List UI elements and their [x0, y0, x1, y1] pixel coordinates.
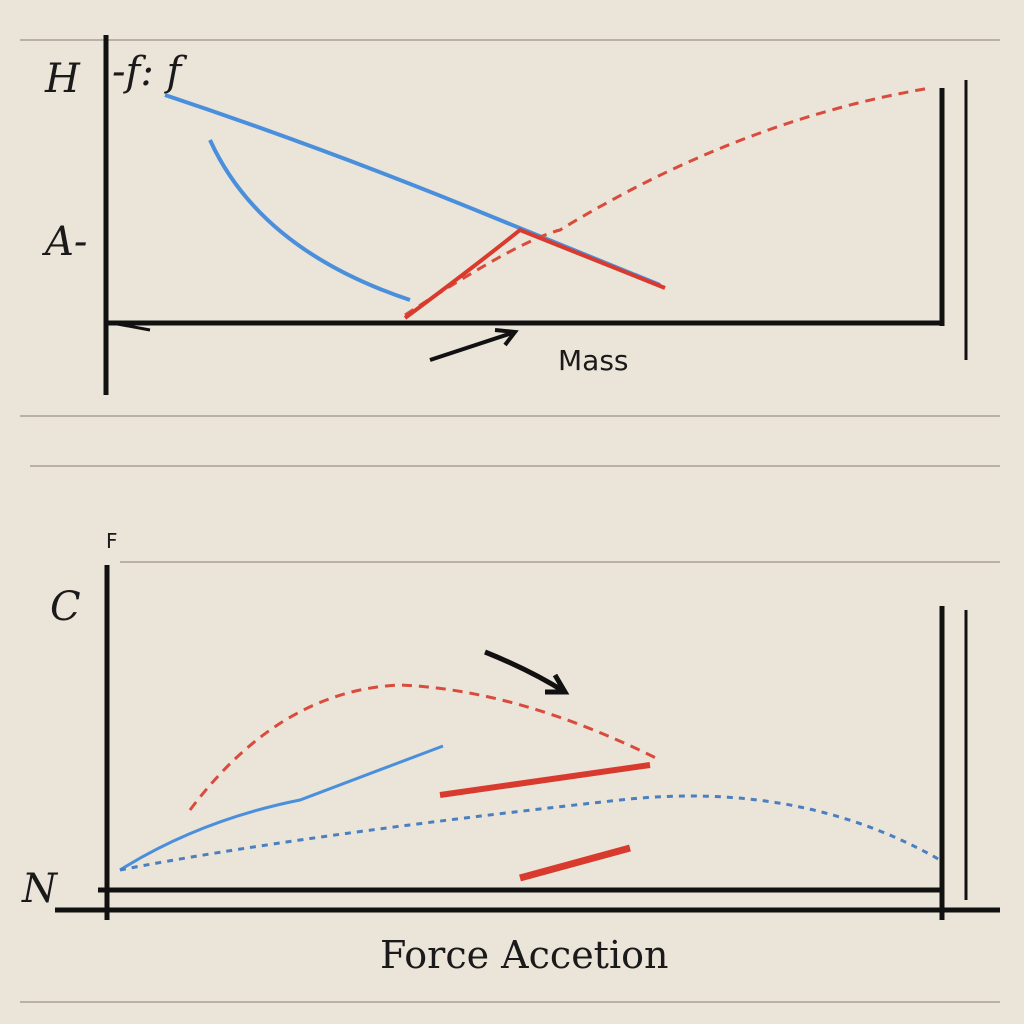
- blue-dashed-curve: [119, 794, 941, 872]
- top-axes: [103, 35, 968, 395]
- ruled-lines: [20, 39, 1000, 1003]
- red-dashed-curve: [188, 683, 661, 811]
- blue-line: [164, 93, 661, 287]
- label: F: [106, 529, 118, 553]
- bottom-panel: F C N Force Accetion: [21, 529, 1000, 977]
- label: N: [21, 866, 59, 912]
- red-dashed-curve: [404, 86, 931, 317]
- red-stroke: [439, 762, 651, 798]
- blue-curve: [208, 139, 411, 302]
- axis-label: Force Accetion: [380, 933, 668, 977]
- blue-line: [119, 744, 444, 872]
- axis-label: Mass: [558, 344, 629, 377]
- top-panel: H -f: f A- Mass: [41, 35, 968, 395]
- label: -f: f: [112, 49, 188, 95]
- red-line: [403, 227, 666, 320]
- label: C: [50, 584, 81, 630]
- label: H: [44, 56, 81, 102]
- red-stroke: [519, 844, 631, 882]
- bottom-axes: [55, 565, 1000, 920]
- label: A-: [41, 219, 87, 265]
